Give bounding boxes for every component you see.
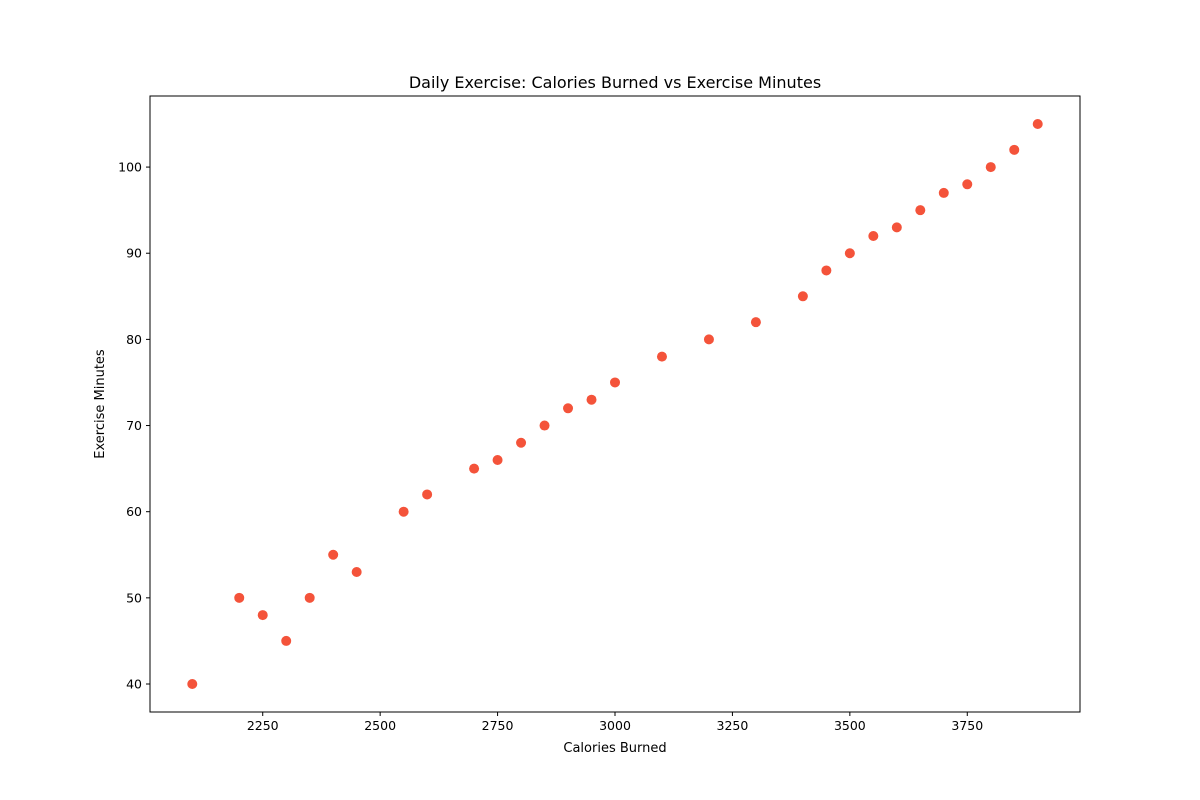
- x-tick-label: 3500: [834, 718, 866, 733]
- y-tick-label: 100: [118, 160, 142, 175]
- data-point: [703, 334, 714, 345]
- data-point: [962, 179, 973, 190]
- axis-ticks: 2250 2500 2750 3000 3250 3500 3750 40 50 60 70 80 90…: [118, 160, 983, 733]
- y-axis-label: Exercise Minutes: [93, 349, 108, 459]
- data-point: [985, 162, 996, 173]
- data-point: [656, 351, 667, 362]
- y-tick-label: 50: [126, 590, 142, 605]
- data-point: [516, 437, 527, 448]
- data-point: [281, 635, 292, 646]
- plot-area-frame: [149, 95, 1081, 713]
- data-point: [469, 463, 480, 474]
- data-point: [187, 679, 198, 689]
- y-tick-label: 40: [126, 677, 142, 692]
- x-tick-label: 2750: [482, 718, 514, 733]
- data-point: [398, 506, 409, 517]
- data-point: [304, 592, 315, 603]
- data-point: [586, 394, 597, 405]
- data-point: [257, 610, 268, 621]
- data-point: [821, 265, 832, 276]
- data-point: [351, 567, 362, 577]
- y-tick-label: 80: [126, 332, 142, 347]
- data-point: [844, 248, 855, 259]
- data-point: [891, 222, 902, 233]
- data-point: [1032, 119, 1043, 129]
- x-tick-label: 3250: [717, 718, 749, 733]
- y-tick-label: 90: [126, 246, 142, 261]
- y-tick-label: 70: [126, 418, 142, 433]
- data-point: [234, 592, 245, 603]
- data-point: [938, 187, 949, 198]
- data-point: [915, 205, 926, 216]
- x-axis-label: Calories Burned: [563, 741, 666, 756]
- data-point: [539, 420, 550, 431]
- data-point: [1009, 144, 1020, 155]
- data-point: [610, 377, 620, 388]
- y-tick-label: 60: [126, 504, 142, 519]
- x-tick-label: 2500: [364, 718, 396, 733]
- x-tick-label: 2250: [247, 718, 279, 733]
- x-tick-label: 3000: [599, 718, 631, 733]
- data-point: [868, 231, 879, 241]
- data-point: [422, 489, 433, 500]
- data-point: [563, 403, 574, 414]
- x-tick-label: 3750: [951, 718, 983, 733]
- data-point: [328, 549, 339, 560]
- data-points: [187, 119, 1043, 689]
- data-point: [750, 317, 761, 328]
- data-point: [797, 291, 808, 302]
- data-point: [492, 455, 503, 465]
- chart-title: Daily Exercise: Calories Burned vs Exerc…: [409, 73, 821, 92]
